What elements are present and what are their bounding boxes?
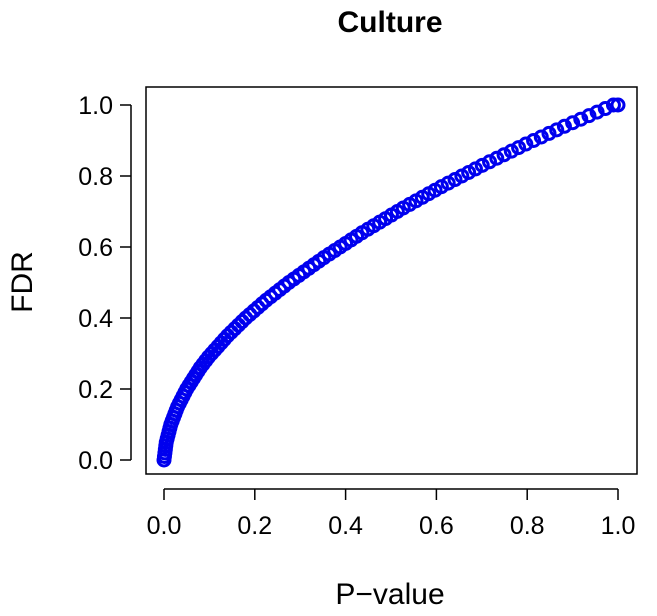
y-tick-label: 0.4: [78, 305, 113, 333]
data-point: [556, 118, 572, 134]
data-point: [533, 129, 549, 145]
x-tick-label: 0.8: [510, 512, 545, 540]
data-points: [156, 97, 626, 468]
x-tick-label: 0.2: [237, 512, 272, 540]
data-point: [496, 147, 512, 163]
data-point: [581, 108, 597, 124]
data-point: [589, 104, 605, 120]
data-point: [549, 122, 565, 138]
data-point: [541, 125, 557, 141]
y-axis: 0.0 0.2 0.4 0.6 0.8 1.0: [78, 92, 132, 475]
x-tick-label: 0.6: [419, 512, 454, 540]
data-point: [482, 154, 498, 170]
x-tick-label: 0.4: [328, 512, 363, 540]
data-point: [526, 133, 542, 148]
y-tick-label: 1.0: [78, 92, 113, 120]
data-point: [565, 115, 581, 131]
plot-area-frame: [145, 86, 638, 475]
x-axis-label: P−value: [335, 578, 444, 611]
chart-title: Culture: [338, 6, 443, 39]
data-point: [605, 97, 621, 113]
y-axis-label: FDR: [6, 251, 39, 313]
data-point: [489, 150, 505, 166]
data-point: [610, 97, 626, 113]
data-point: [474, 157, 490, 173]
data-point: [573, 111, 589, 127]
x-axis: 0.0 0.2 0.4 0.6 0.8 1.0: [147, 488, 636, 540]
y-tick-label: 0.0: [78, 447, 113, 475]
x-tick-label: 1.0: [601, 512, 636, 540]
x-tick-label: 0.0: [147, 512, 182, 540]
data-point: [518, 136, 534, 152]
y-tick-label: 0.6: [78, 234, 113, 262]
data-point: [597, 101, 613, 117]
data-point: [511, 140, 527, 156]
data-point: [503, 143, 519, 159]
y-tick-label: 0.8: [78, 163, 113, 191]
y-tick-label: 0.2: [78, 376, 113, 404]
